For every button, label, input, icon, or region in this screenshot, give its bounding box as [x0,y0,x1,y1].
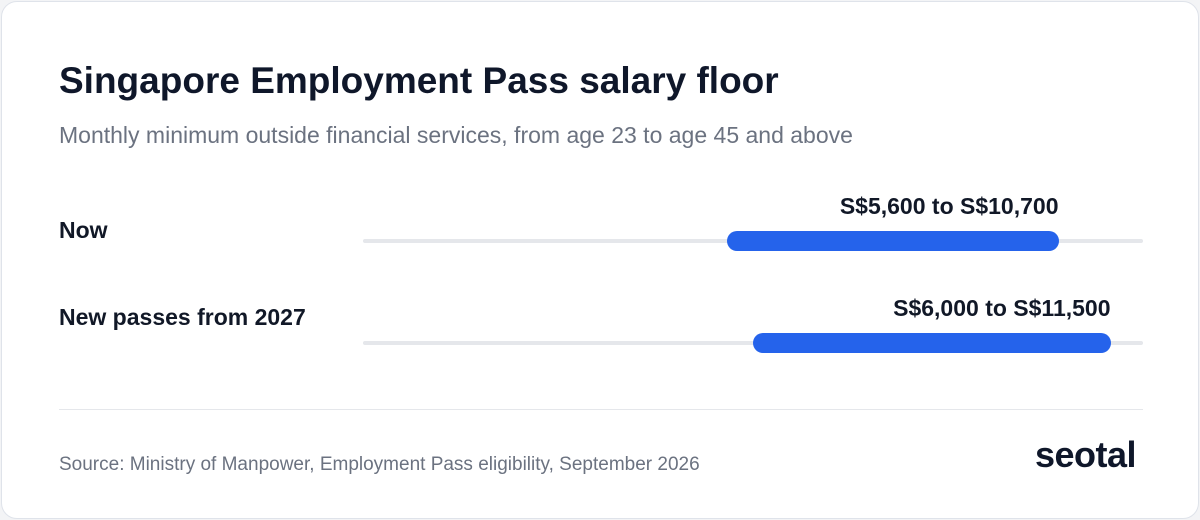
brand-logo: seotal [1034,434,1137,475]
value-label: S$5,600 to S$10,700 [839,193,1059,219]
category-label: Now [59,217,108,243]
chart-title: Singapore Employment Pass salary floor [59,60,779,101]
divider [59,409,1143,410]
chart-subtitle: Monthly minimum outside financial servic… [59,122,853,148]
bar [753,333,1111,353]
bar [727,231,1059,251]
value-label: S$6,000 to S$11,500 [893,295,1111,321]
category-label: New passes from 2027 [59,304,306,330]
source-note: Source: Ministry of Manpower, Employment… [59,454,700,475]
